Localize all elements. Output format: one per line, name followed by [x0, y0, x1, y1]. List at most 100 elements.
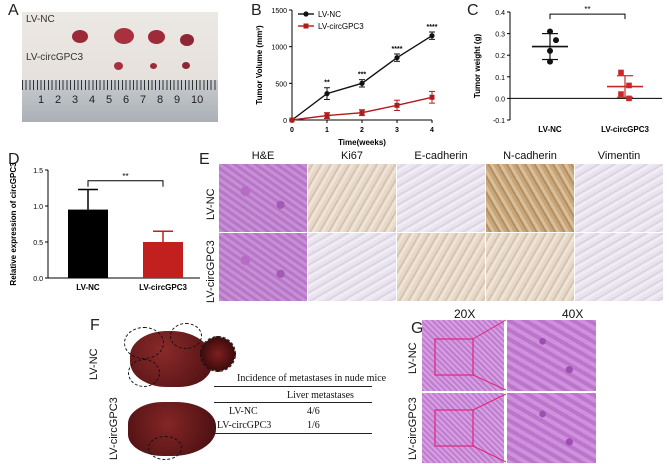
- ruler-number: 3: [72, 94, 79, 106]
- ihc-row-label: LV-circGPC3: [205, 240, 217, 303]
- metastasis-circle: [124, 327, 164, 359]
- legend-marker: [303, 11, 309, 17]
- y-tick-label: -0.1: [493, 118, 505, 125]
- g-col-40x: 40X: [562, 307, 584, 321]
- g-20x-lv-nc: [422, 320, 504, 391]
- metastasis-circle: [148, 436, 182, 460]
- chart-b-tumor-volume: 0 500 1000 1500 0 1 2 3 4 Time(weeks) Tumor Volume…: [255, 8, 438, 147]
- ihc-image: [486, 233, 574, 301]
- ihc-image: [219, 233, 307, 301]
- ihc-column-label: H&E: [251, 150, 275, 162]
- significance-marker: ***: [358, 72, 366, 79]
- significance-bracket: [549, 13, 626, 20]
- data-point: [547, 28, 553, 35]
- panel-a-letter: A: [8, 2, 19, 19]
- y-axis-label: Tumor Volume (mm³): [255, 25, 264, 105]
- ihc-grid: H&E Ki67 E-cadherin N-cadherin Vimentin LV-NC…: [205, 150, 669, 312]
- ruler-numbers: 1 2 3 4 5 6 7 8 9 10: [38, 94, 218, 110]
- data-point: [618, 91, 624, 97]
- ruler: 1 2 3 4 5 6 7 8 9 10: [22, 80, 218, 122]
- bar: [143, 242, 183, 278]
- series-line-lv-circgpc3: [291, 96, 433, 121]
- x-axis-label: Time(weeks): [338, 138, 386, 147]
- ruler-number: 5: [106, 94, 113, 106]
- data-point: [394, 55, 400, 61]
- f-table-value-1: 4/6: [307, 406, 320, 417]
- f-table-title: Incidence of metastases in nude mice: [237, 373, 387, 384]
- panel-e-letter: E: [199, 151, 210, 168]
- y-axis-label: Relative expression of circGPC3: [9, 162, 18, 286]
- significance-bracket: [87, 180, 164, 187]
- data-point: [547, 58, 553, 65]
- x-category-label: LV-NC: [76, 283, 100, 292]
- significance-marker: **: [122, 172, 128, 181]
- y-tick-label: 0.2: [495, 53, 505, 60]
- y-tick-label: 0.0: [495, 96, 505, 103]
- f-table-value-2: 1/6: [307, 420, 320, 431]
- g-zoom-indicators: [434, 319, 507, 463]
- ruler-number: 7: [140, 94, 147, 106]
- chart-d-circgpc3-expression: 0.0 0.5 1.0 1.5 Relative expression of circG…: [9, 162, 200, 292]
- g-40x-lv-circgpc3: [507, 393, 596, 463]
- ihc-image: [308, 233, 396, 301]
- y-tick-label: 1500: [271, 8, 287, 15]
- data-point: [359, 110, 365, 116]
- legend-label: LV-NC: [318, 10, 341, 19]
- significance-marker: ****: [392, 46, 403, 53]
- x-tick-label: 3: [395, 127, 399, 134]
- data-point: [626, 95, 632, 102]
- data-point: [289, 117, 295, 123]
- liver-photo-lv-nc: [122, 323, 222, 395]
- tumor-photo: LV-NC LV-circGPC3 1 2 3 4 5 6 7 8 9 10: [22, 12, 218, 122]
- data-point: [324, 113, 330, 119]
- ruler-number: 1: [38, 94, 45, 106]
- data-point: [394, 102, 400, 108]
- y-tick-label: 0.1: [495, 75, 505, 82]
- significance-marker: ****: [427, 24, 438, 31]
- data-point: [553, 37, 559, 44]
- g-20x-lv-circgpc3: [422, 393, 504, 463]
- ihc-image: [308, 164, 396, 232]
- y-tick-label: 0.5: [33, 240, 43, 247]
- ihc-column-label: Vimentin: [597, 150, 641, 162]
- ruler-number: 9: [174, 94, 181, 106]
- x-tick-label: 2: [360, 127, 364, 134]
- panel-g-letter: G: [411, 320, 424, 337]
- panel-d-letter: D: [8, 151, 20, 168]
- f-table-group-1: LV-NC: [229, 406, 258, 417]
- data-point: [626, 82, 632, 89]
- x-category-label: LV-circGPC3: [139, 283, 187, 292]
- g-row-lv-circgpc3: LV-circGPC3: [407, 397, 419, 460]
- ruler-number: 10: [191, 94, 204, 106]
- panel-f-letter: F: [90, 317, 100, 334]
- data-point: [429, 94, 435, 100]
- ihc-column-label: Ki67: [340, 150, 364, 162]
- g-row-lv-nc: LV-NC: [407, 342, 419, 374]
- y-tick-label: 1.5: [33, 168, 43, 175]
- x-tick-label: 4: [430, 127, 434, 134]
- ihc-image: [486, 164, 574, 232]
- f-row-label-lv-nc: LV-NC: [88, 348, 100, 380]
- liver-photo-lv-circgpc3: [122, 398, 222, 462]
- data-point: [429, 33, 435, 39]
- data-point: [359, 80, 365, 86]
- ihc-column-label: N-cadherin: [503, 150, 557, 162]
- y-tick-label: 0: [283, 118, 287, 125]
- f-table-rule-bottom: [214, 433, 372, 434]
- f-table-header: Liver metastases: [287, 390, 354, 401]
- ruler-number: 4: [89, 94, 96, 106]
- ruler-number: 2: [55, 94, 62, 106]
- tumor-nc-3: [148, 30, 165, 44]
- x-tick-label: 1: [325, 127, 329, 134]
- y-axis-label: Tumor weight (g): [473, 34, 482, 99]
- legend-marker: [303, 23, 309, 29]
- y-tick-label: 1.0: [33, 204, 43, 211]
- liver-photo-lv-nc-2: [200, 336, 236, 372]
- tumor-nc-2: [114, 28, 134, 44]
- x-tick-label: 0: [290, 127, 294, 134]
- tumor-nc-4: [180, 34, 194, 46]
- x-category-label: LV-NC: [538, 125, 562, 134]
- row-label-lv-nc: LV-NC: [26, 14, 55, 25]
- tumor-circ-2: [150, 63, 157, 69]
- tumor-circ-3: [182, 62, 190, 69]
